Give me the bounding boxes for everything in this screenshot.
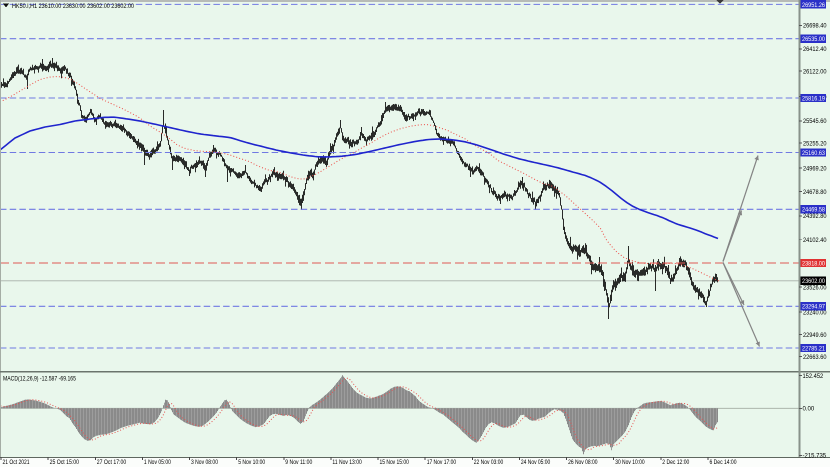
svg-text:25160.63: 25160.63 [802,150,825,157]
svg-text:23602.00: 23602.00 [802,278,825,285]
svg-text:24392.80: 24392.80 [803,213,827,220]
svg-text:23240.00: 23240.00 [803,309,827,316]
svg-text:22663.60: 22663.60 [803,354,827,361]
svg-text:25545.60: 25545.60 [803,118,827,125]
svg-text:25 Oct 15:00: 25 Oct 15:00 [50,459,80,466]
svg-text:2 Dec 12:00: 2 Dec 12:00 [662,459,689,466]
svg-text:MACD(12,26,9) -12.587 -69.165: MACD(12,26,9) -12.587 -69.165 [3,376,76,383]
svg-text:HK50.I,H1 23610.00 23630.00 23: HK50.I,H1 23610.00 23630.00 23602.00 236… [12,3,134,10]
svg-text:22785.21: 22785.21 [802,345,825,352]
svg-text:25816.19: 25816.19 [802,95,825,102]
svg-text:21 Oct 2021: 21 Oct 2021 [3,459,30,466]
svg-text:22949.60: 22949.60 [803,332,827,339]
svg-text:26122.00: 26122.00 [803,68,827,75]
svg-text:5 Nov 10:00: 5 Nov 10:00 [238,459,265,466]
svg-text:25255.20: 25255.20 [803,140,827,147]
svg-text:24102.40: 24102.40 [803,237,827,244]
svg-text:26698.40: 26698.40 [803,23,827,30]
svg-text:26412.40: 26412.40 [803,46,827,53]
svg-text:17 Nov 17:00: 17 Nov 17:00 [427,459,457,466]
svg-text:1 Nov 05:00: 1 Nov 05:00 [144,459,171,466]
svg-text:24678.80: 24678.80 [803,189,827,196]
svg-text:22 Nov 03:00: 22 Nov 03:00 [474,459,504,466]
svg-text:24 Nov 05:00: 24 Nov 05:00 [521,459,551,466]
svg-text:27 Oct 17:00: 27 Oct 17:00 [97,459,127,466]
svg-text:0.00: 0.00 [803,406,815,413]
svg-text:23818.00: 23818.00 [802,260,825,267]
svg-text:23294.97: 23294.97 [802,304,825,311]
svg-text:26535.00: 26535.00 [802,36,825,43]
svg-text:6 Dec 14:00: 6 Dec 14:00 [710,459,737,466]
svg-text:23526.00: 23526.00 [803,284,827,291]
svg-text:3 Nov 08:00: 3 Nov 08:00 [191,459,218,466]
svg-text:152.452: 152.452 [803,373,824,380]
svg-text:30 Nov 10:00: 30 Nov 10:00 [615,459,645,466]
svg-text:24469.58: 24469.58 [802,207,825,214]
svg-text:-215.735: -215.735 [803,453,827,460]
svg-text:11 Nov 13:00: 11 Nov 13:00 [332,459,362,466]
svg-text:9 Nov 11:00: 9 Nov 11:00 [285,459,312,466]
svg-text:26 Nov 08:00: 26 Nov 08:00 [568,459,598,466]
svg-text:24969.20: 24969.20 [803,165,827,172]
svg-text:26951.26: 26951.26 [802,2,825,9]
svg-text:15 Nov 15:00: 15 Nov 15:00 [380,459,410,466]
